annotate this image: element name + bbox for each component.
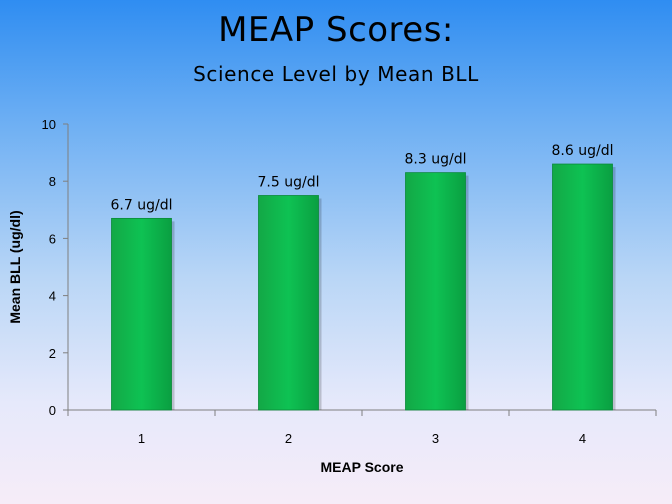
bar	[258, 195, 319, 411]
bar	[111, 217, 172, 411]
bar	[405, 172, 466, 411]
y-tick-label: 4	[49, 289, 56, 304]
y-axis-label: Mean BLL (ug/dl)	[7, 210, 23, 323]
y-tick-label: 6	[49, 231, 56, 246]
x-tick-label: 2	[285, 431, 292, 446]
y-tick-label: 2	[49, 346, 56, 361]
slide-title: MEAP Scores:	[218, 10, 454, 50]
bar-data-label: 7.5 ug/dl	[258, 175, 320, 191]
x-axis-label: MEAP Score	[321, 459, 404, 475]
y-tick-label: 8	[49, 174, 56, 189]
x-tick-label: 3	[432, 431, 439, 446]
x-tick-label: 1	[138, 431, 145, 446]
bar-data-label: 8.3 ug/dl	[405, 152, 467, 168]
bar	[552, 163, 613, 411]
bar-data-label: 6.7 ug/dl	[111, 197, 173, 213]
x-tick-label: 4	[579, 431, 586, 446]
y-tick-label: 0	[49, 403, 56, 418]
y-tick-label: 10	[42, 117, 56, 132]
bar-data-label: 8.6 ug/dl	[552, 143, 614, 159]
slide-subtitle: Science Level by Mean BLL	[193, 62, 479, 86]
